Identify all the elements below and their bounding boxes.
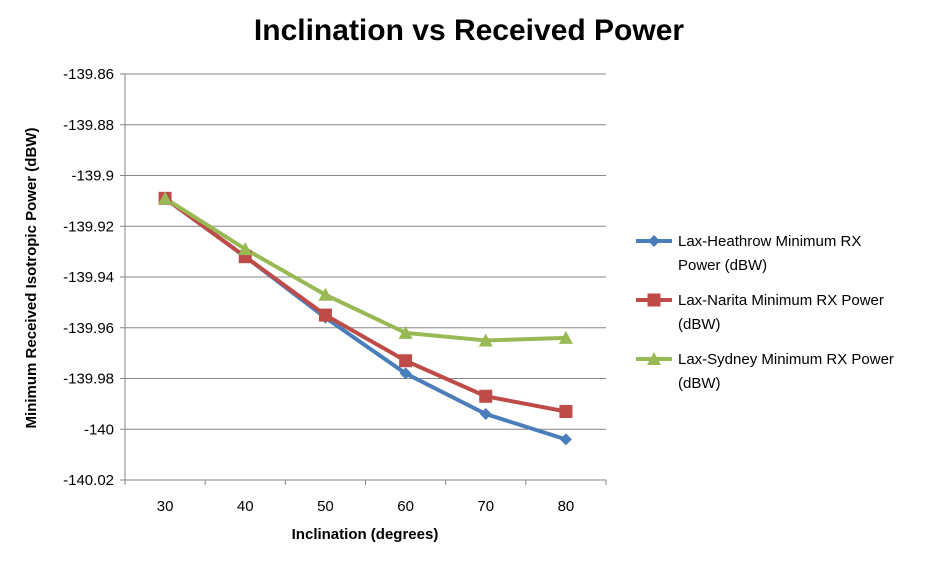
legend-item-3: Lax-Sydney Minimum RX Power (dBW) [636, 351, 894, 392]
y-axis-ticks: -139.86 -139.88 -139.9 -139.92 -139.94 -139.9… [63, 66, 125, 489]
legend-label: (dBW) [678, 375, 721, 392]
data-point-series-3 [318, 287, 333, 301]
y-tick-label: -139.96 [63, 320, 114, 337]
x-axis-title: Inclination (degrees) [292, 526, 439, 543]
series-lines [163, 196, 568, 442]
data-point-series-2 [318, 308, 332, 322]
legend-label: (dBW) [678, 316, 721, 333]
x-tick-label: 30 [157, 498, 174, 515]
legend-label: Lax-Narita Minimum RX Power [678, 292, 884, 309]
y-tick-label: -139.98 [63, 371, 114, 388]
y-tick-label: -140 [84, 421, 114, 438]
x-tick-label: 50 [317, 498, 334, 515]
y-tick-label: -139.88 [63, 117, 114, 134]
legend: Lax-Heathrow Minimum RX Power (dBW) Lax-Na… [636, 233, 894, 392]
legend-label: Power (dBW) [678, 257, 767, 274]
data-point-series-2 [399, 354, 413, 368]
legend-label: Lax-Sydney Minimum RX Power [678, 351, 894, 368]
legend-marker [647, 352, 661, 365]
data-point-series-3 [558, 330, 573, 344]
x-tick-label: 40 [237, 498, 254, 515]
gridlines [125, 73, 606, 481]
y-tick-label: -139.9 [71, 168, 114, 185]
legend-item-1: Lax-Heathrow Minimum RX Power (dBW) [636, 233, 861, 274]
legend-item-2: Lax-Narita Minimum RX Power (dBW) [636, 292, 884, 333]
y-tick-label: -139.94 [63, 269, 114, 286]
y-tick-label: -139.86 [63, 66, 114, 83]
plot-area: -139.86 -139.88 -139.9 -139.92 -139.94 -139.9… [63, 66, 607, 515]
series-markers [158, 191, 573, 446]
data-point-series-2 [559, 404, 573, 418]
y-axis-title: Minimum Received Isotropic Power (dBW) [23, 128, 40, 429]
x-tick-label: 80 [558, 498, 575, 515]
data-point-series-1 [479, 408, 492, 421]
legend-marker [648, 235, 660, 247]
data-point-series-2 [479, 389, 493, 403]
data-point-series-3 [158, 191, 173, 205]
series-line-3 [163, 196, 568, 343]
x-axis-ticks: 30 40 50 60 70 80 [124, 480, 607, 515]
data-point-series-3 [398, 325, 413, 339]
legend-marker [647, 293, 661, 307]
chart-title: Inclination vs Received Power [254, 14, 684, 47]
series-line-2 [163, 196, 568, 414]
legend-label: Lax-Heathrow Minimum RX [678, 233, 861, 250]
data-point-series-1 [559, 433, 572, 446]
x-tick-label: 60 [397, 498, 414, 515]
data-point-series-3 [478, 333, 493, 347]
x-tick-label: 70 [477, 498, 494, 515]
y-tick-label: -139.92 [63, 218, 114, 235]
data-point-series-1 [399, 367, 412, 380]
data-point-series-3 [238, 242, 253, 256]
y-tick-label: -140.02 [63, 472, 114, 489]
